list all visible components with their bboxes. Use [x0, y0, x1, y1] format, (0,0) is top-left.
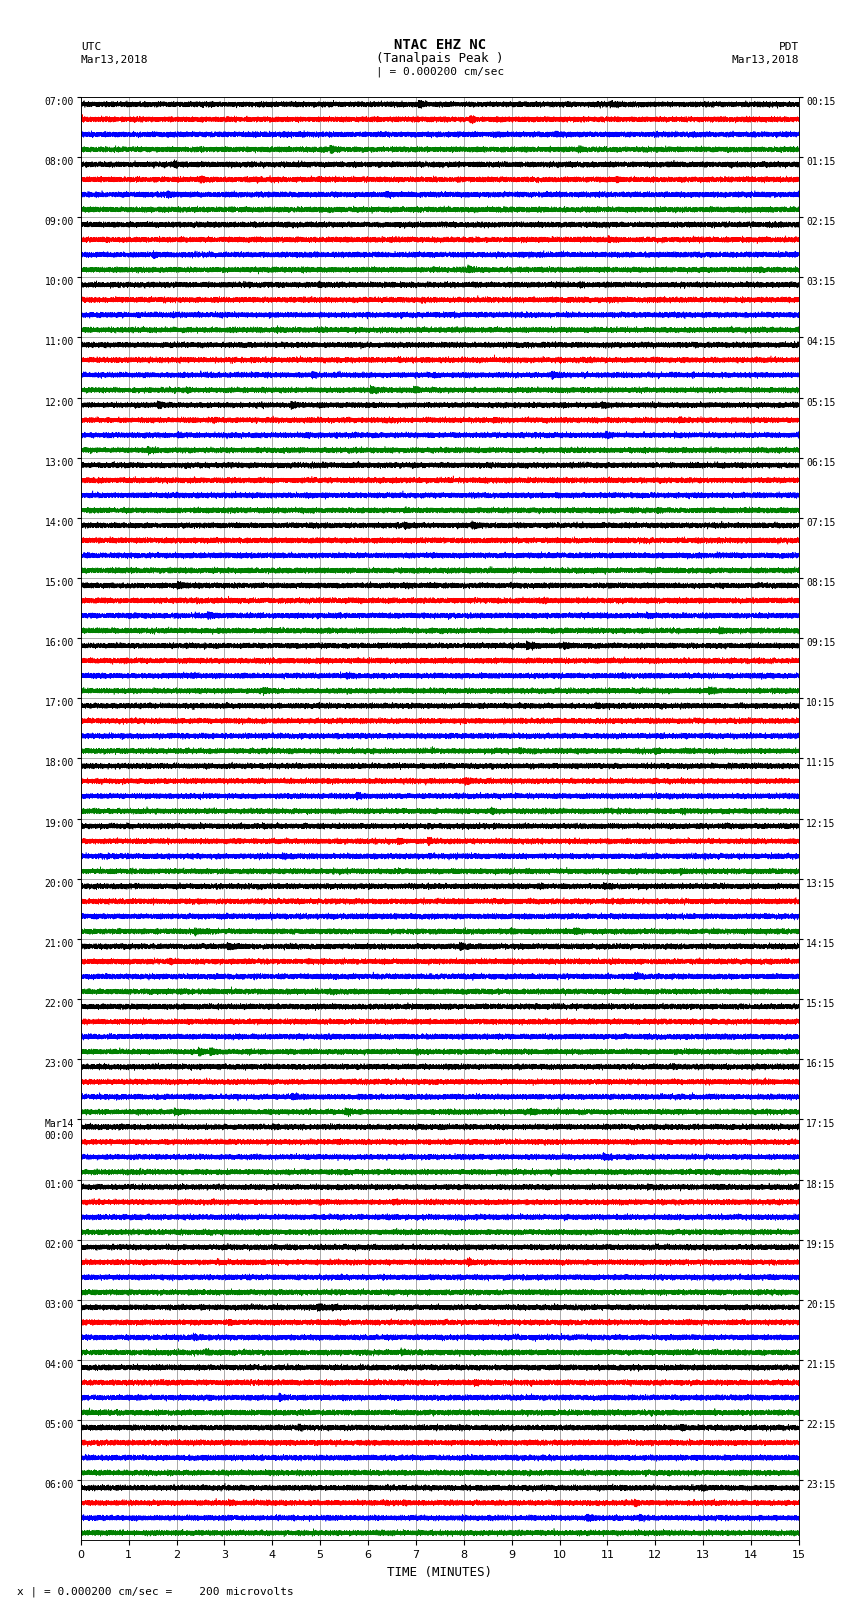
Text: Mar13,2018: Mar13,2018 — [732, 55, 799, 65]
Text: NTAC EHZ NC: NTAC EHZ NC — [394, 37, 486, 52]
X-axis label: TIME (MINUTES): TIME (MINUTES) — [388, 1566, 492, 1579]
Text: x | = 0.000200 cm/sec =    200 microvolts: x | = 0.000200 cm/sec = 200 microvolts — [17, 1586, 294, 1597]
Text: | = 0.000200 cm/sec: | = 0.000200 cm/sec — [376, 66, 504, 77]
Text: PDT: PDT — [779, 42, 799, 52]
Text: Mar13,2018: Mar13,2018 — [81, 55, 148, 65]
Text: (Tanalpais Peak ): (Tanalpais Peak ) — [376, 52, 503, 65]
Text: UTC: UTC — [81, 42, 101, 52]
